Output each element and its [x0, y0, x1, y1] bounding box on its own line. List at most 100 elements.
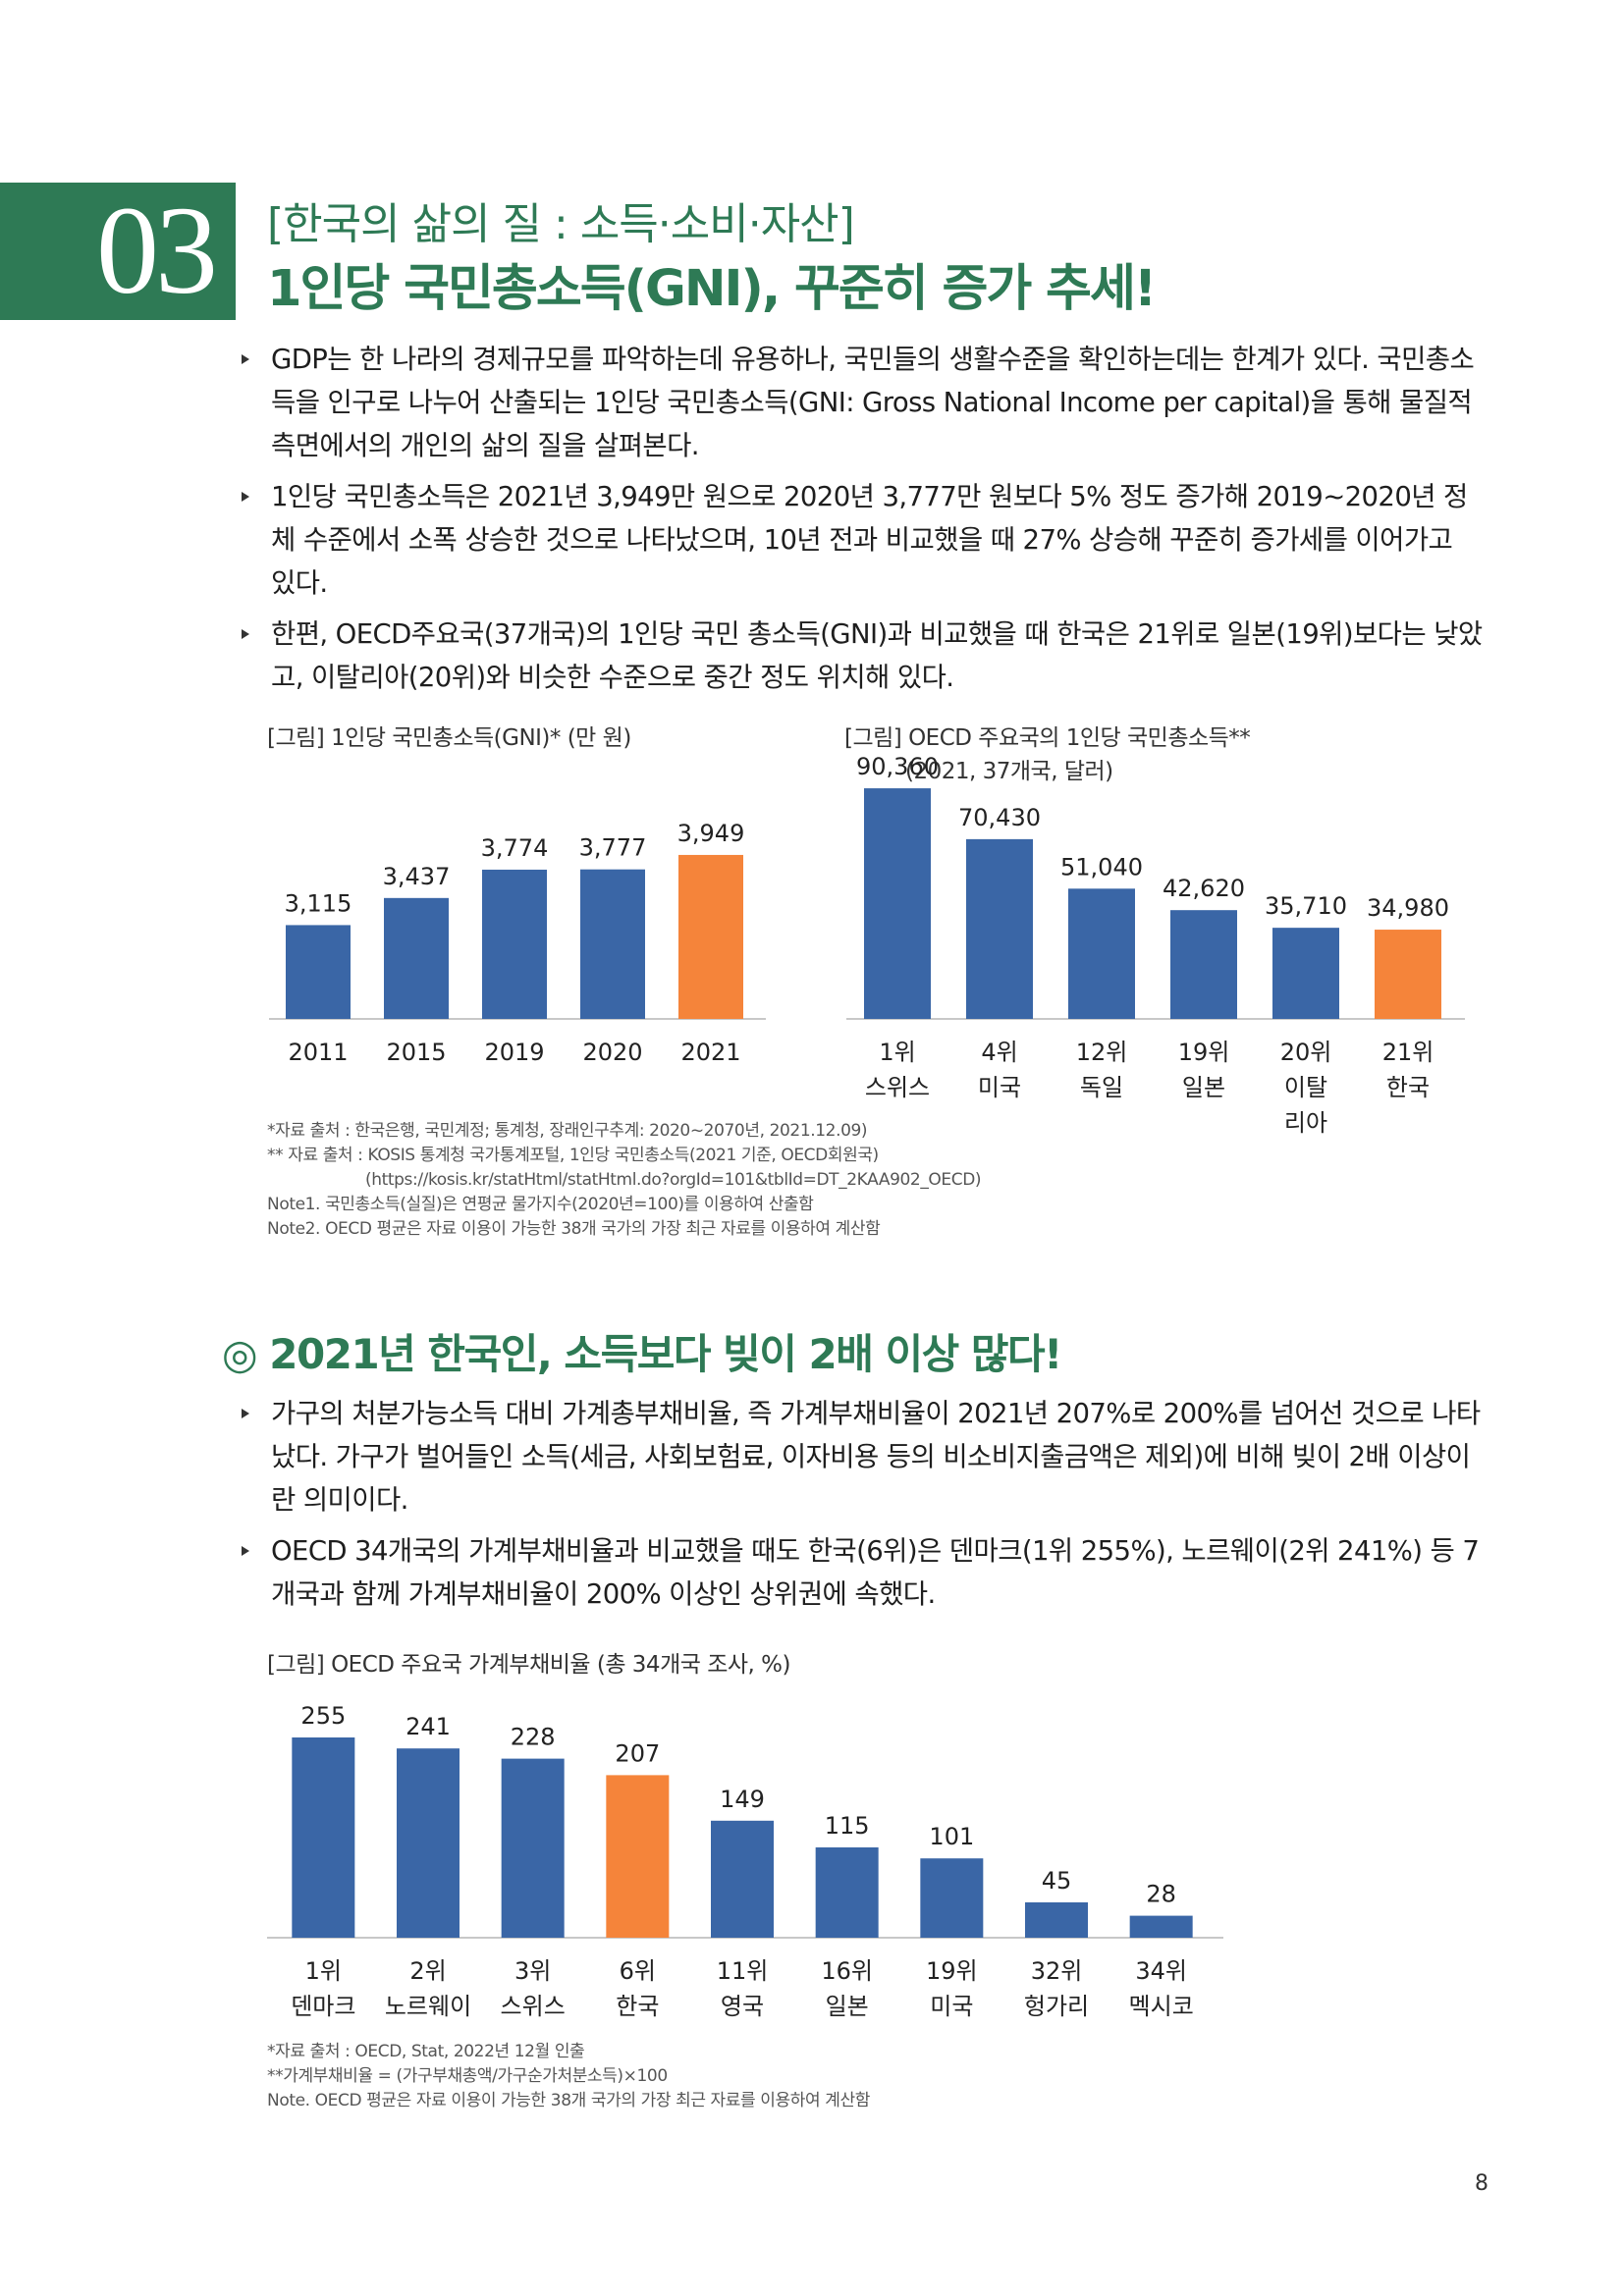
chart-oecd-gni-title: [그림] OECD 주요국의 1인당 국민총소득**: [844, 725, 1251, 751]
bullet-arrow-icon: [242, 354, 249, 364]
bar: [384, 897, 449, 1019]
page-title: 1인당 국민총소득(GNI), 꾸준히 증가 추세!: [267, 260, 1157, 318]
data-label: 3,777: [579, 834, 647, 862]
section-number-box: [0, 183, 236, 320]
data-label: 3,115: [285, 889, 352, 917]
tick-label: 19위: [1178, 1039, 1230, 1066]
tick-label: 2020: [582, 1039, 642, 1066]
section2-title: ◎ 2021년 한국인, 소득보다 빚이 2배 이상 많다!: [222, 1330, 1062, 1378]
tick-label: 노르웨이: [385, 1993, 471, 2020]
tick-label: 2위: [409, 1957, 446, 1985]
bar: [815, 1847, 879, 1938]
note: Note. OECD 평균은 자료 이용이 가능한 38개 국가의 가장 최근 …: [267, 2091, 870, 2110]
source-note: *자료 출처 : OECD, Stat, 2022년 12월 인출: [267, 2042, 585, 2061]
chart-gni-title: [그림] 1인당 국민총소득(GNI)* (만 원): [267, 725, 631, 751]
section2-bullet-list: 가구의 처분가능소득 대비 가계총부채비율, 즉 가계부채비율이 2021년 2…: [236, 1392, 1483, 1624]
data-label: 3,949: [677, 820, 745, 847]
section-number: 03: [96, 181, 218, 320]
tick-label: 이탈: [1284, 1074, 1327, 1101]
data-label: 241: [406, 1713, 451, 1740]
bullet-text: GDP는 한 나라의 경제규모를 파악하는데 유용하나, 국민들의 생활수준을 …: [271, 344, 1475, 461]
bar: [1068, 888, 1135, 1019]
tick-label: 리아: [1284, 1109, 1327, 1137]
tick-label: 1위: [879, 1039, 915, 1066]
data-label: 90,360: [856, 753, 939, 780]
bar: [1129, 1915, 1193, 1938]
data-label: 149: [720, 1786, 765, 1813]
tick-label: 4위: [981, 1039, 1017, 1066]
data-label: 3,774: [481, 834, 549, 862]
source-note: *자료 출처 : 한국은행, 국민계정; 통계청, 장래인구추계: 2020~2…: [267, 1121, 868, 1141]
tick-label: 32위: [1031, 1957, 1083, 1985]
tick-label: 일본: [1182, 1074, 1225, 1101]
tick-label: 20위: [1280, 1039, 1332, 1066]
bar: [711, 1820, 774, 1938]
data-label: 228: [511, 1724, 556, 1751]
bar: [397, 1748, 460, 1938]
bullet-arrow-icon: [242, 1546, 249, 1556]
bar: [678, 854, 743, 1019]
bar: [1375, 930, 1441, 1019]
section2-notes: *자료 출처 : OECD, Stat, 2022년 12월 인출 **가계부채…: [267, 2040, 870, 2113]
tick-label: 덴마크: [291, 1993, 355, 2020]
tick-label: 헝가리: [1024, 1993, 1089, 2020]
tick-label: 스위스: [501, 1993, 566, 2020]
data-label: 34,980: [1367, 894, 1449, 922]
tick-label: 스위스: [865, 1074, 930, 1101]
data-label: 51,040: [1060, 853, 1143, 881]
tick-label: 한국: [1386, 1074, 1430, 1101]
note: Note2. OECD 평균은 자료 이용이 가능한 38개 국가의 가장 최근…: [267, 1219, 881, 1239]
chart-oecd-gni: 90,360 1위 스위스 70,430 4위 미국 51,040 12위 독일 42,620 19…: [846, 753, 1465, 1158]
data-label: 42,620: [1163, 875, 1245, 902]
formula-note: **가계부채비율 = (가구부채총액/가구순가처분소득)×100: [267, 2066, 668, 2086]
data-label: 101: [929, 1823, 974, 1850]
bar: [1272, 928, 1339, 1019]
tick-label: 16위: [821, 1957, 873, 1985]
bar: [1170, 910, 1237, 1019]
section1-bullet-list: GDP는 한 나라의 경제규모를 파악하는데 유용하나, 국민들의 생활수준을 …: [236, 338, 1483, 707]
data-label: 35,710: [1265, 892, 1347, 920]
source-note: ** 자료 출처 : KOSIS 통계청 국가통계포털, 1인당 국민총소득(2…: [267, 1146, 879, 1165]
tick-label: 3위: [514, 1957, 551, 1985]
tick-label: 일본: [826, 1993, 869, 2020]
data-label: 45: [1042, 1867, 1072, 1895]
bar: [482, 869, 547, 1019]
bar: [864, 788, 931, 1019]
data-label: 115: [825, 1812, 870, 1840]
bar: [966, 838, 1033, 1019]
data-label: 255: [300, 1702, 346, 1730]
chart-household-debt: 255 1위 덴마크 241 2위 노르웨이 228 3위 스위스 207 6위 한국 149 11위 영국…: [267, 1690, 1239, 2044]
bullet-text: 가구의 처분가능소득 대비 가계총부채비율, 즉 가계부채비율이 2021년 2…: [271, 1398, 1481, 1516]
tick-label: 2021: [680, 1039, 740, 1066]
tick-label: 2011: [288, 1039, 348, 1066]
bar: [501, 1758, 565, 1938]
bar: [606, 1775, 670, 1938]
bullet-arrow-icon: [242, 629, 249, 639]
bar: [292, 1737, 355, 1938]
bar: [580, 869, 645, 1019]
tick-label: 21위: [1382, 1039, 1434, 1066]
data-label: 70,430: [958, 804, 1041, 831]
section-subtitle: [한국의 삶의 질 : 소득·소비·자산]: [267, 199, 855, 249]
bullet-item: 가구의 처분가능소득 대비 가계총부채비율, 즉 가계부채비율이 2021년 2…: [236, 1392, 1483, 1522]
tick-label: 한국: [616, 1993, 659, 2020]
tick-label: 멕시코: [1129, 1993, 1194, 2020]
note: Note1. 국민총소득(실질)은 연평균 물가지수(2020년=100)를 이…: [267, 1195, 814, 1214]
data-label: 207: [615, 1739, 660, 1767]
bullet-text: 1인당 국민총소득은 2021년 3,949만 원으로 2020년 3,777만…: [271, 481, 1468, 599]
chart-oecd-gni-subtitle: (2021, 37개국, 달러): [905, 759, 1113, 784]
page-number: 8: [1475, 2171, 1488, 2196]
bullet-item: GDP는 한 나라의 경제규모를 파악하는데 유용하나, 국민들의 생활수준을 …: [236, 338, 1483, 467]
bullet-item: 한편, OECD주요국(37개국)의 1인당 국민 총소득(GNI)과 비교했을…: [236, 613, 1483, 699]
bullet-text: 한편, OECD주요국(37개국)의 1인당 국민 총소득(GNI)과 비교했을…: [271, 618, 1483, 693]
bar: [1025, 1902, 1088, 1938]
chart-gni-korea: 3,115 2011 3,437 2015 3,774 2019 3,777 2020 3,94…: [269, 766, 770, 1158]
chart-gni-korea-svg: 3,115 2011 3,437 2015 3,774 2019 3,777 2020 3,94…: [269, 820, 766, 1066]
tick-label: 미국: [978, 1074, 1021, 1101]
tick-label: 19위: [926, 1957, 978, 1985]
bullet-arrow-icon: [242, 492, 249, 502]
tick-label: 2015: [386, 1039, 446, 1066]
source-note-url: (https://kosis.kr/statHtml/statHtml.do?o…: [365, 1170, 982, 1190]
